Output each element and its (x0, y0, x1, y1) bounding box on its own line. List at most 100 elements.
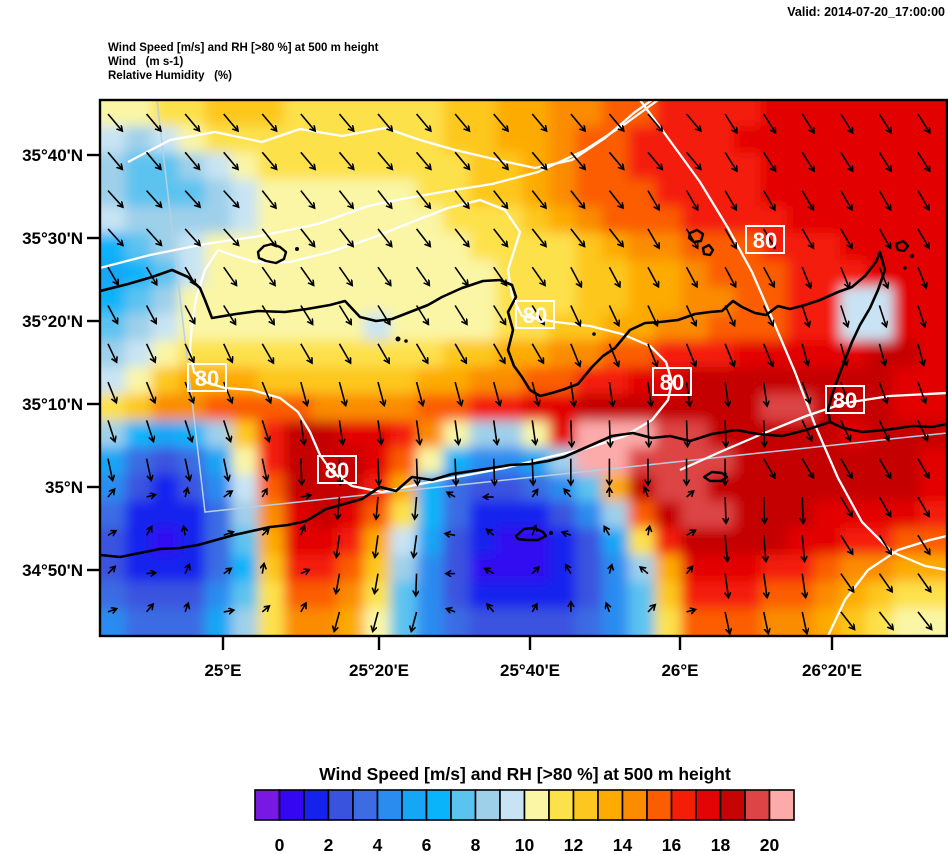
wind-speed-cell (681, 72, 709, 101)
wind-speed-cell (601, 206, 631, 235)
wind-speed-cell (760, 393, 790, 423)
wind-speed-cell (496, 420, 525, 450)
wind-speed-cell (469, 393, 499, 423)
wind-speed-cell (893, 420, 922, 450)
wind-speed-cell (151, 101, 181, 128)
wind-speed-cell (73, 340, 101, 369)
wind-arrow (917, 381, 926, 403)
wind-speed-cell (416, 554, 446, 584)
rh-contour-label: 80 (833, 388, 857, 413)
wind-speed-cell (919, 125, 946, 155)
wind-arrow (107, 113, 122, 131)
wind-speed-cell (787, 608, 816, 635)
wind-speed-cell (310, 527, 340, 557)
wind-arrow (415, 190, 431, 208)
wind-arrow (609, 565, 611, 574)
wind-arrow (336, 535, 339, 557)
wind-arrow (608, 343, 618, 366)
wind-speed-cell (101, 152, 128, 182)
wind-arrow (762, 458, 775, 478)
colorbar-cell (646, 789, 673, 821)
wind-speed-cell (893, 393, 922, 423)
wind-speed-cell (310, 581, 340, 611)
wind-speed-cell (417, 72, 445, 101)
wind-speed-cell (893, 101, 922, 128)
wind-speed-cell (893, 259, 922, 289)
wind-arrow (840, 420, 850, 440)
wind-arrow (647, 113, 662, 131)
wind-arrow (300, 190, 315, 208)
wind-speed-cell (654, 608, 684, 635)
wind-speed-cell (469, 313, 499, 343)
wind-arrow (917, 496, 929, 516)
wind-speed-cell (337, 527, 366, 557)
wind-speed-cell (469, 125, 499, 155)
wind-speed-cell (814, 635, 842, 664)
wind-arrow (415, 305, 429, 325)
wind-speed-cell (867, 72, 895, 101)
wind-speed-cell (654, 501, 684, 530)
wind-speed-cell (548, 101, 578, 128)
colorbar-tick-label: 16 (662, 835, 682, 854)
wind-speed-cell (152, 635, 180, 664)
wind-arrow (145, 458, 152, 481)
wind-speed-cell (125, 420, 154, 450)
wind-arrow (300, 228, 315, 246)
wind-speed-cell (548, 340, 578, 369)
wind-speed-cell (231, 554, 260, 584)
wind-speed-cell (151, 206, 181, 235)
wind-speed-cell (443, 581, 472, 611)
wind-speed-cell (734, 367, 763, 396)
wind-speed-cell (893, 206, 922, 235)
wind-speed-cell (125, 206, 154, 235)
wind-arrow (377, 151, 392, 169)
wind-arrow (764, 420, 765, 446)
wind-speed-cell (575, 608, 604, 635)
wind-arrow (494, 458, 495, 485)
wind-speed-cell (813, 313, 843, 343)
wind-speed-cell (390, 581, 419, 611)
wind-speed-cell (204, 501, 234, 530)
wind-arrow (801, 151, 814, 171)
wind-speed-cell (496, 367, 525, 396)
wind-speed-cell (601, 179, 631, 209)
wind-arrow (492, 381, 500, 405)
wind-speed-cell (549, 635, 577, 664)
wind-arrow (878, 266, 887, 287)
wind-arrow (840, 611, 855, 629)
rh-80-contour (827, 535, 946, 635)
wind-speed-cell (601, 286, 631, 316)
wind-arrow (531, 381, 538, 405)
wind-speed-cell (101, 447, 128, 477)
wind-speed-cell (867, 635, 895, 664)
wind-speed-cell (681, 101, 710, 128)
plot-title-line1: Wind Speed [m/s] and RH [>80 %] at 500 m… (108, 42, 379, 54)
longitude-tick-label: 25°20'E (349, 661, 409, 680)
wind-speed-cell (813, 608, 843, 635)
wind-speed-cell (231, 420, 260, 450)
wind-speed-cell (178, 447, 207, 477)
wind-arrow (107, 609, 116, 612)
wind-speed-cell (734, 393, 763, 423)
wind-speed-cell (548, 554, 578, 584)
wind-speed-cell (496, 393, 525, 423)
wind-speed-cell (363, 101, 393, 128)
coastline (829, 420, 946, 434)
wind-speed-cell (919, 286, 946, 316)
wind-arrow (531, 305, 544, 325)
wind-speed-cell (602, 72, 630, 101)
longitude-tick-label: 25°40'E (500, 661, 560, 680)
wind-speed-cell (390, 367, 419, 396)
wind-speed-cell (231, 581, 260, 611)
wind-speed-cell (654, 206, 684, 235)
wind-speed-cell (575, 286, 604, 316)
wind-speed-cell (178, 554, 207, 584)
wind-speed-cell (787, 259, 816, 289)
wind-speed-cell (257, 420, 287, 450)
wind-speed-cell (840, 101, 869, 128)
wind-arrow (493, 151, 508, 169)
colorbar-cell (376, 789, 403, 821)
wind-arrow (531, 567, 538, 575)
wind-speed-cell (496, 72, 524, 101)
